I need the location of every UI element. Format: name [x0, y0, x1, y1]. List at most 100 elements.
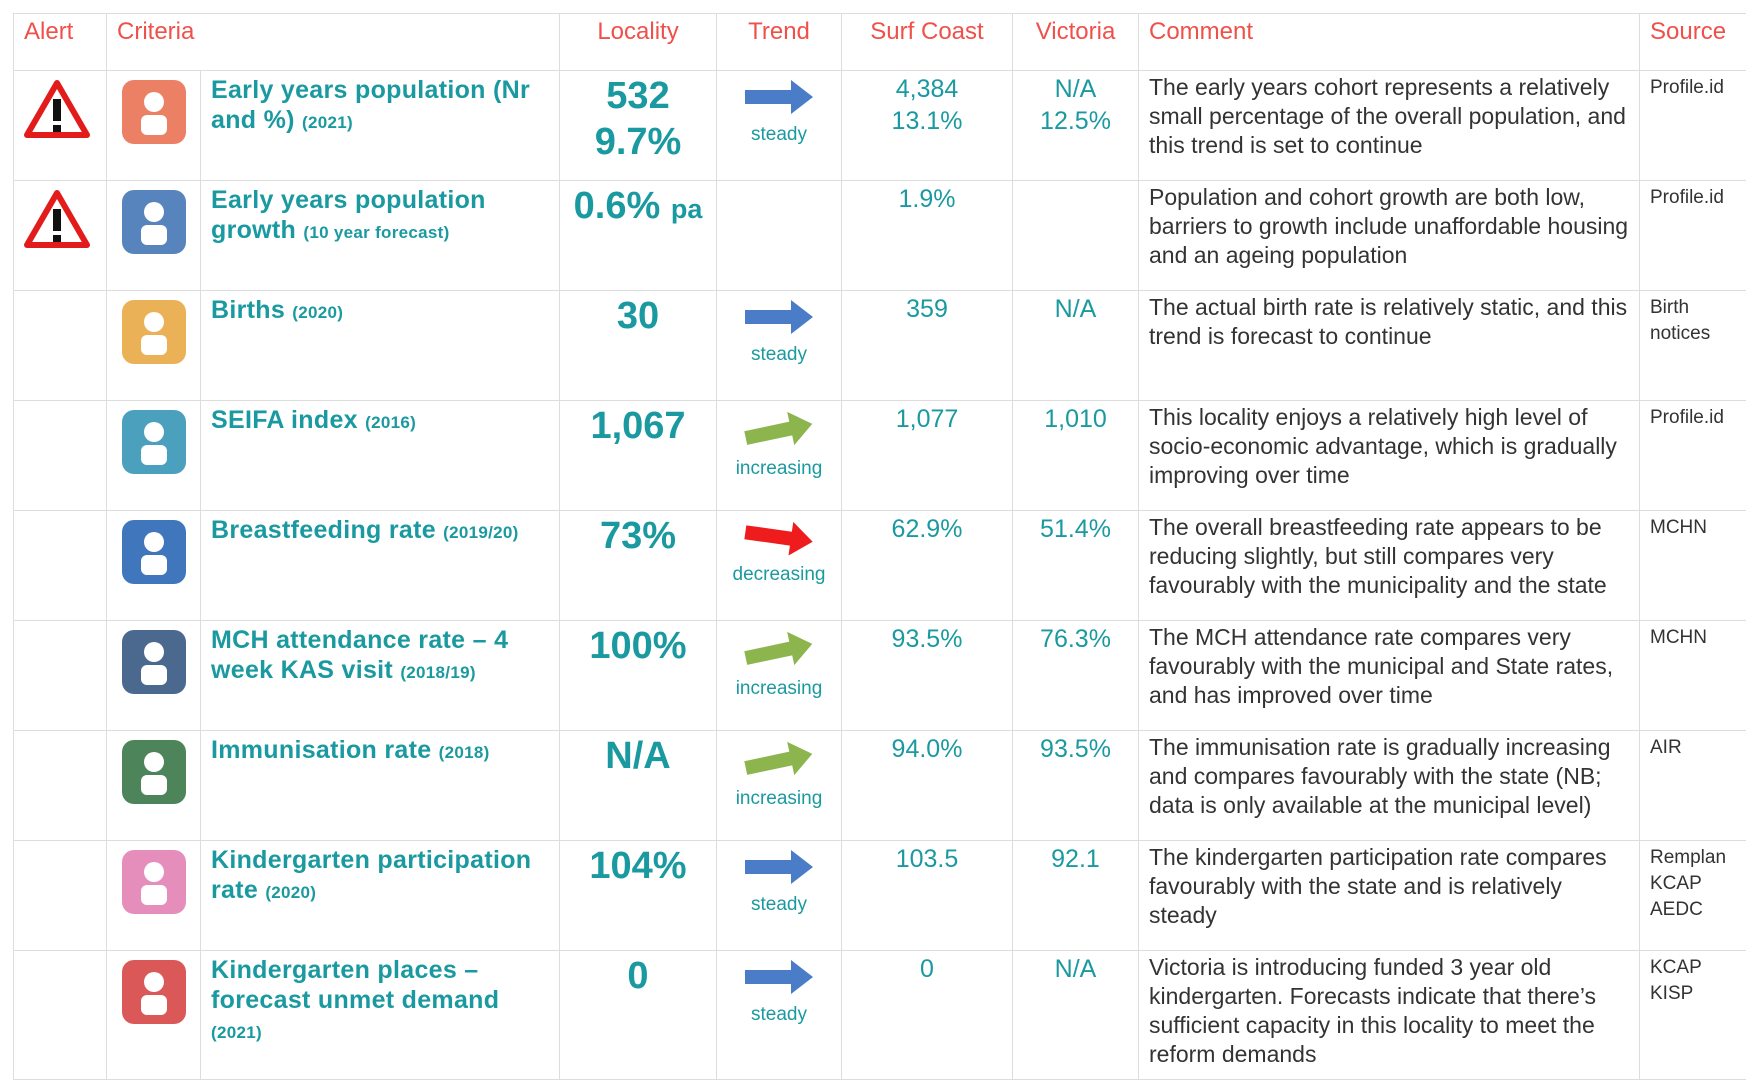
- locality-cell: 30: [560, 291, 717, 401]
- criteria-note: (2018/19): [400, 663, 475, 682]
- surf-coast-value: 93.5%: [842, 623, 1012, 655]
- trend-arrow: [739, 295, 819, 339]
- surf-coast-value: 62.9%: [842, 513, 1012, 545]
- surf-coast-value: 103.5: [842, 843, 1012, 875]
- header-cell: Victoria: [1013, 14, 1139, 71]
- source-cell: Profile.id: [1640, 71, 1746, 181]
- victoria-cell: [1013, 181, 1139, 291]
- criteria-note: (2020): [292, 303, 343, 322]
- victoria-cell: 93.5%: [1013, 731, 1139, 841]
- surf-coast-value: 359: [842, 293, 1012, 325]
- locality-cell: 0: [560, 951, 717, 1080]
- victoria-cell: N/A: [1013, 951, 1139, 1080]
- criteria-icon: [119, 407, 189, 477]
- surf-coast-cell: 93.5%: [842, 621, 1013, 731]
- source-cell: MCHN: [1640, 621, 1746, 731]
- criteria-note: (2021): [302, 113, 353, 132]
- header-cell: Trend: [717, 14, 842, 71]
- victoria-value: N/A: [1013, 293, 1138, 325]
- victoria-cell: 76.3%: [1013, 621, 1139, 731]
- icon-cell: [107, 71, 201, 181]
- trend-arrow: [739, 75, 819, 119]
- locality-cell: 73%: [560, 511, 717, 621]
- alert-cell: [14, 841, 107, 951]
- locality-text: 0.6%: [574, 185, 661, 227]
- trend-label: steady: [717, 1004, 841, 1026]
- locality-text: 1,067: [590, 405, 685, 447]
- surf-coast-cell: 62.9%: [842, 511, 1013, 621]
- trend-arrow: [739, 739, 819, 783]
- source-line: Remplan: [1650, 845, 1736, 871]
- criteria-cell: Breastfeeding rate (2019/20): [201, 511, 560, 621]
- table-row: Breastfeeding rate (2019/20)73%decreasin…: [14, 511, 1746, 621]
- victoria-cell: 92.1: [1013, 841, 1139, 951]
- source-cell: AIR: [1640, 731, 1746, 841]
- surf-coast-cell: 359: [842, 291, 1013, 401]
- source-line: Profile.id: [1650, 75, 1736, 101]
- criteria-label: SEIFA index: [211, 406, 358, 434]
- trend-cell: steady: [717, 71, 842, 181]
- comment-cell: The actual birth rate is relatively stat…: [1139, 291, 1640, 401]
- locality-value: 9.7%: [560, 119, 716, 165]
- criteria-cell: Kindergarten participation rate (2020): [201, 841, 560, 951]
- locality-value: 532: [560, 73, 716, 119]
- source-line: MCHN: [1650, 515, 1736, 541]
- source-line: Profile.id: [1650, 185, 1736, 211]
- locality-text: 100%: [589, 625, 686, 667]
- trend-arrow: [739, 515, 819, 559]
- locality-cell: 100%: [560, 621, 717, 731]
- locality-value: 0: [560, 953, 716, 999]
- criteria-note: (10 year forecast): [303, 223, 449, 242]
- locality-text: 104%: [589, 845, 686, 887]
- trend-label: steady: [717, 124, 841, 146]
- victoria-value: 1,010: [1013, 403, 1138, 435]
- icon-cell: [107, 731, 201, 841]
- locality-text: 30: [617, 295, 659, 337]
- comment-cell: Population and cohort growth are both lo…: [1139, 181, 1640, 291]
- locality-cell: 1,067: [560, 401, 717, 511]
- icon-cell: [107, 621, 201, 731]
- locality-text: 73%: [600, 515, 676, 557]
- criteria-icon: [119, 627, 189, 697]
- trend-label: steady: [717, 344, 841, 366]
- surf-coast-cell: 94.0%: [842, 731, 1013, 841]
- victoria-value: 51.4%: [1013, 513, 1138, 545]
- surf-coast-cell: 1,077: [842, 401, 1013, 511]
- icon-cell: [107, 511, 201, 621]
- criteria-label: Births: [211, 296, 285, 324]
- surf-coast-cell: 103.5: [842, 841, 1013, 951]
- criteria-cell: Births (2020): [201, 291, 560, 401]
- header-cell: Alert: [14, 14, 107, 71]
- locality-value: 104%: [560, 843, 716, 889]
- victoria-cell: 1,010: [1013, 401, 1139, 511]
- trend-label: steady: [717, 894, 841, 916]
- icon-cell: [107, 181, 201, 291]
- locality-text: N/A: [605, 735, 670, 777]
- trend-arrow: [739, 955, 819, 999]
- criteria-note: (2018): [439, 743, 490, 762]
- trend-label: increasing: [717, 788, 841, 810]
- source-line: notices: [1650, 321, 1736, 347]
- victoria-value: 93.5%: [1013, 733, 1138, 765]
- source-line: KCAP: [1650, 871, 1736, 897]
- locality-value: 73%: [560, 513, 716, 559]
- source-line: Birth: [1650, 295, 1736, 321]
- header-cell: Criteria: [107, 14, 560, 71]
- alert-cell: [14, 71, 107, 181]
- alert-cell: [14, 621, 107, 731]
- criteria-label: Breastfeeding rate: [211, 516, 436, 544]
- source-line: MCHN: [1650, 625, 1736, 651]
- criteria-cell: Kindergarten places – forecast unmet dem…: [201, 951, 560, 1080]
- surf-coast-value: 94.0%: [842, 733, 1012, 765]
- alert-icon: [24, 79, 90, 139]
- table-row: Early years population (Nr and %) (2021)…: [14, 71, 1746, 181]
